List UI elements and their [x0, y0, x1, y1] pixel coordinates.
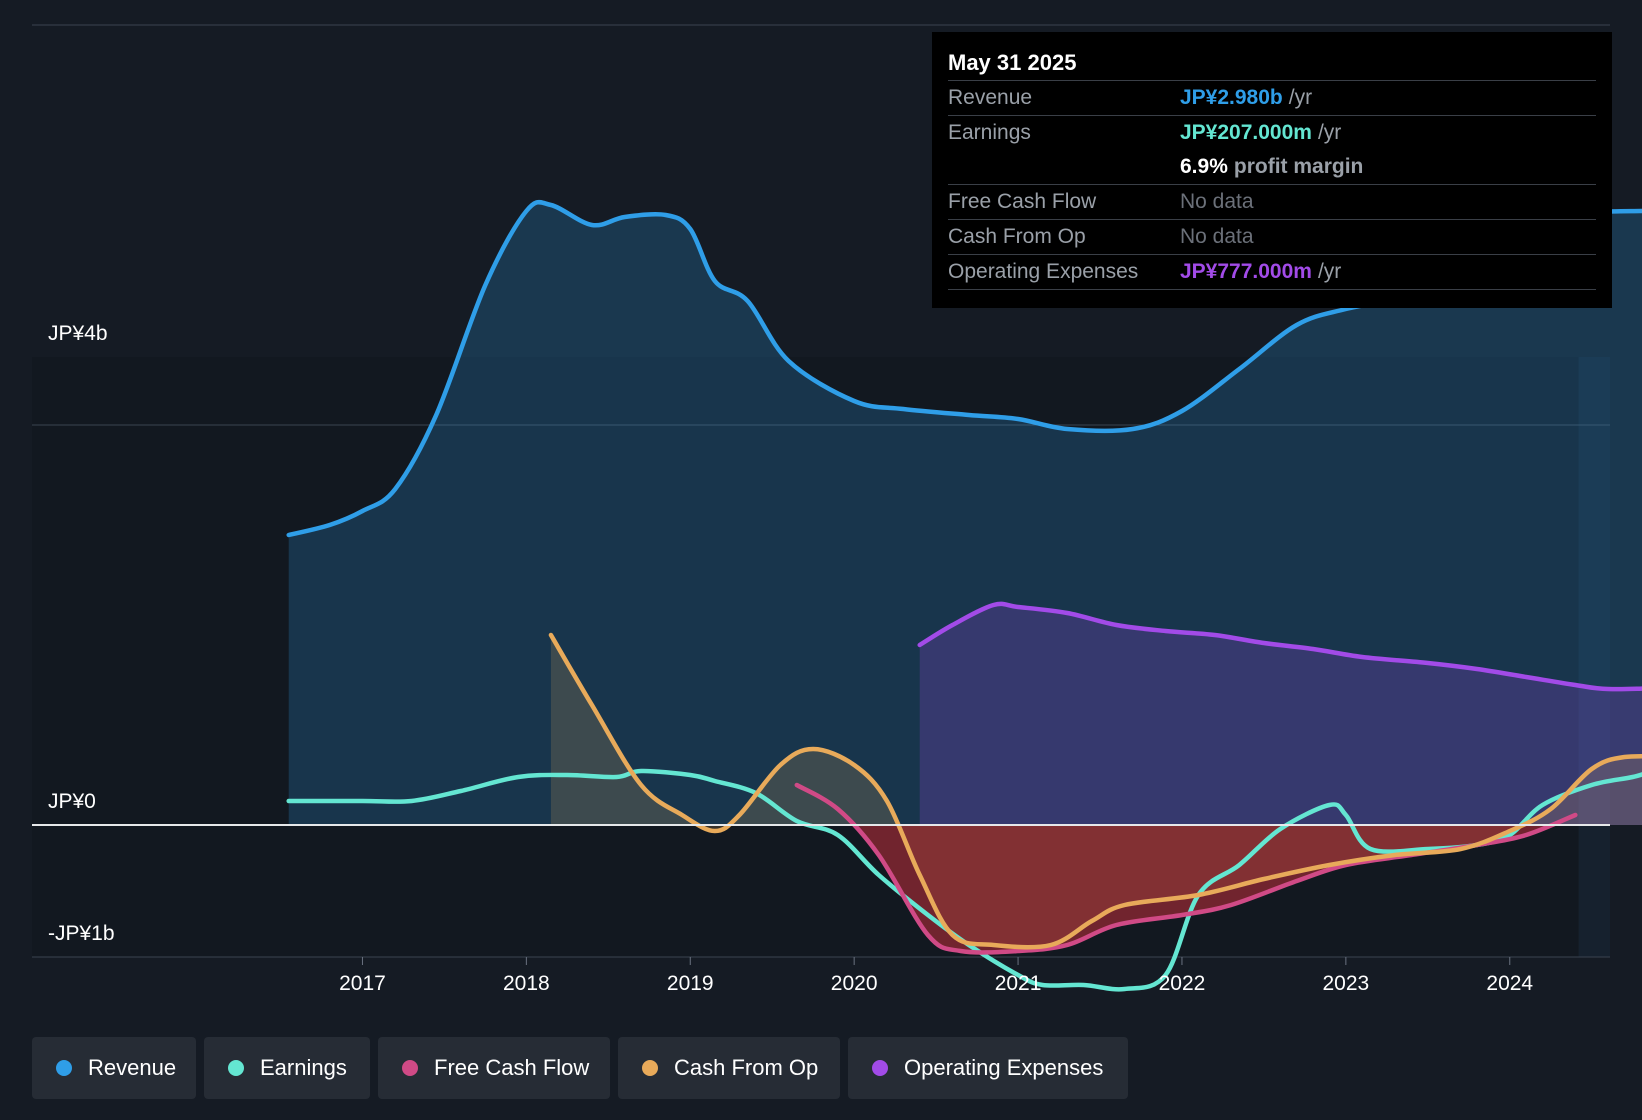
tooltip-value: No data — [1180, 190, 1254, 213]
legend-label: Earnings — [260, 1055, 347, 1080]
tooltip-value: 6.9% — [1180, 155, 1228, 178]
tooltip-value: JP¥777.000m — [1180, 260, 1312, 283]
tooltip-unit: /yr — [1317, 121, 1342, 144]
legend-dot-icon — [56, 1060, 72, 1076]
line-operating-expenses — [917, 601, 1642, 692]
legend-label: Free Cash Flow — [434, 1055, 590, 1080]
tooltip-row-revenue: Revenue JP¥2.980b /yr — [948, 81, 1596, 116]
y-tick-label: JP¥0 — [48, 790, 96, 813]
x-tick-label: 2022 — [1159, 972, 1206, 995]
x-tick-label: 2020 — [831, 972, 878, 995]
tooltip-value: JP¥207.000m — [1180, 121, 1312, 144]
area-revenue — [288, 202, 1642, 825]
legend-label: Cash From Op — [674, 1055, 819, 1080]
area-operating-expenses — [919, 603, 1642, 825]
tooltip-row-profit-margin: 6.9% profit margin — [948, 150, 1596, 185]
legend-dot-icon — [872, 1060, 888, 1076]
tooltip-label: Free Cash Flow — [948, 190, 1097, 213]
tooltip-label: Revenue — [948, 86, 1033, 109]
tooltip-label — [948, 150, 1180, 184]
tooltip-unit: /yr — [1317, 260, 1342, 283]
legend-dot-icon — [228, 1060, 244, 1076]
x-tick-label: 2023 — [1323, 972, 1370, 995]
tooltip-unit: /yr — [1288, 86, 1313, 109]
y-tick-label: -JP¥1b — [48, 922, 115, 945]
legend-item-earnings[interactable]: Earnings — [204, 1037, 370, 1099]
x-tick-label: 2021 — [995, 972, 1042, 995]
tooltip-row-operating-expenses: Operating Expenses JP¥777.000m /yr — [948, 255, 1596, 290]
tooltip-row-free-cash-flow: Free Cash Flow No data — [948, 185, 1596, 220]
tooltip-panel: May 31 2025 Revenue JP¥2.980b /yr Earnin… — [932, 32, 1612, 308]
legend-dot-icon — [642, 1060, 658, 1076]
tooltip-row-cash-from-op: Cash From Op No data — [948, 220, 1596, 255]
x-tick-label: 2024 — [1486, 972, 1533, 995]
tooltip-label: Cash From Op — [948, 225, 1086, 248]
y-tick-label: JP¥4b — [48, 322, 108, 345]
tooltip-value: No data — [1180, 225, 1254, 248]
line-cash-from-op — [548, 632, 1642, 950]
x-tick-label: 2017 — [339, 972, 386, 995]
tooltip-row-earnings: Earnings JP¥207.000m /yr — [948, 116, 1596, 150]
tooltip-label: Earnings — [948, 121, 1031, 144]
tooltip-label: Operating Expenses — [948, 260, 1139, 283]
x-tick-label: 2018 — [503, 972, 550, 995]
x-tick-label: 2019 — [667, 972, 714, 995]
line-earnings — [286, 768, 1642, 992]
tooltip-date: May 31 2025 — [948, 46, 1596, 81]
legend-item-free-cash-flow[interactable]: Free Cash Flow — [378, 1037, 610, 1099]
tooltip-unit: profit margin — [1233, 155, 1364, 178]
legend-item-operating-expenses[interactable]: Operating Expenses — [848, 1037, 1128, 1099]
tooltip-value: JP¥2.980b — [1180, 86, 1283, 109]
legend-label: Operating Expenses — [904, 1055, 1104, 1080]
legend-label: Revenue — [88, 1055, 177, 1080]
legend-item-revenue[interactable]: Revenue — [32, 1037, 196, 1099]
forecast-shade — [1578, 357, 1610, 957]
legend-item-cash-from-op[interactable]: Cash From Op — [618, 1037, 840, 1099]
legend-dot-icon — [402, 1060, 418, 1076]
